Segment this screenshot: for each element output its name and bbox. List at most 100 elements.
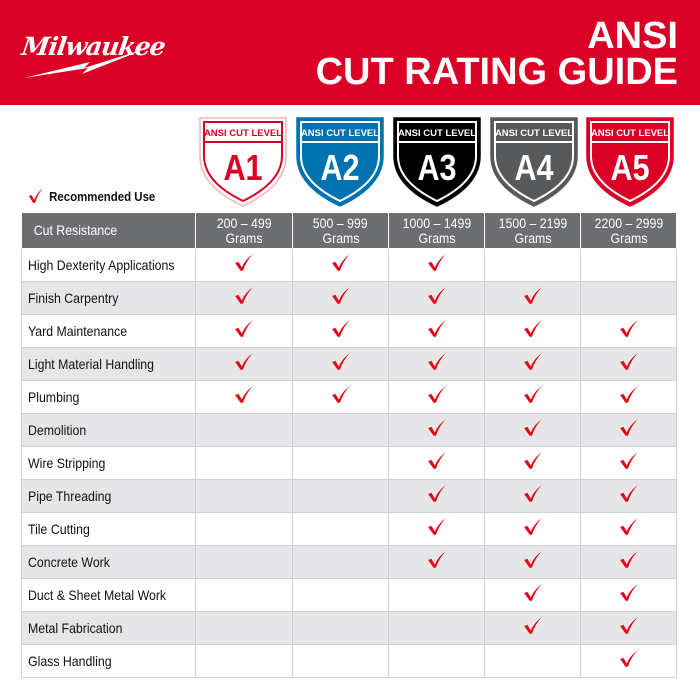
rating-cell xyxy=(484,413,581,447)
rating-cell xyxy=(580,281,677,315)
check-icon xyxy=(523,550,542,568)
check-icon xyxy=(427,418,446,436)
table-row: Plumbing xyxy=(21,380,677,414)
table-row: Wire Stripping xyxy=(21,446,677,480)
rating-cell xyxy=(388,248,485,282)
check-icon xyxy=(619,385,638,403)
check-icon xyxy=(235,385,253,403)
rating-cell xyxy=(195,446,293,480)
column-header-a5: 2200 – 2999 Grams xyxy=(580,212,677,249)
table-row: Pipe Threading xyxy=(21,479,677,513)
check-icon xyxy=(331,385,350,403)
shield-a2: ANSI CUT LEVEL A2 xyxy=(295,116,385,208)
rating-cell xyxy=(292,248,389,282)
check-icon xyxy=(427,550,446,568)
use-label: Yard Maintenance xyxy=(21,314,196,348)
check-icon xyxy=(235,319,253,337)
rating-cell xyxy=(580,578,677,612)
check-icon xyxy=(427,286,446,304)
rating-cell xyxy=(292,578,389,612)
rating-cell xyxy=(292,644,389,678)
use-label: Pipe Threading xyxy=(21,479,196,513)
use-label: Light Material Handling xyxy=(21,347,196,381)
table-row: Glass Handling xyxy=(21,644,677,678)
check-icon xyxy=(427,385,446,403)
check-icon xyxy=(523,385,542,403)
rating-cell xyxy=(484,611,581,645)
check-icon xyxy=(331,286,350,304)
column-header-a3: 1000 – 1499 Grams xyxy=(388,212,485,249)
rating-cell xyxy=(195,347,293,381)
use-label: Metal Fabrication xyxy=(21,611,196,645)
rating-cell xyxy=(580,347,677,381)
rating-cell xyxy=(484,380,581,414)
check-icon xyxy=(235,286,253,304)
rating-cell xyxy=(580,479,677,513)
rating-cell xyxy=(580,446,677,480)
use-label: Tile Cutting xyxy=(21,512,196,546)
rating-cell xyxy=(388,347,485,381)
shield-level: A3 xyxy=(417,149,456,189)
rating-cell xyxy=(195,413,293,447)
rating-cell xyxy=(580,248,677,282)
rating-cell xyxy=(195,281,293,315)
shield-a1: ANSI CUT LEVEL A1 xyxy=(198,116,288,208)
check-icon xyxy=(28,188,43,203)
table-row: Duct & Sheet Metal Work xyxy=(21,578,677,612)
check-icon xyxy=(619,319,638,337)
header-banner: Milwaukee ANSI CUT RATING GUIDE xyxy=(0,0,700,105)
check-icon xyxy=(427,517,446,535)
use-label: Concrete Work xyxy=(21,545,196,579)
column-header-a2: 500 – 999 Grams xyxy=(292,212,389,249)
rating-cell xyxy=(195,578,293,612)
shield-level: A1 xyxy=(223,149,262,189)
table-row: Concrete Work xyxy=(21,545,677,579)
use-label: Finish Carpentry xyxy=(21,281,196,315)
use-label: Glass Handling xyxy=(21,644,196,678)
rating-cell xyxy=(195,380,293,414)
check-icon xyxy=(619,484,638,502)
shield-a4: ANSI CUT LEVEL A4 xyxy=(489,116,579,208)
check-icon xyxy=(523,418,542,436)
legend: Recommended Use xyxy=(28,188,155,204)
rating-cell xyxy=(484,479,581,513)
rating-cell xyxy=(195,611,293,645)
check-icon xyxy=(523,352,542,370)
check-icon xyxy=(331,253,350,271)
rating-cell xyxy=(580,512,677,546)
check-icon xyxy=(619,517,638,535)
rating-cell xyxy=(195,512,293,546)
rating-cell xyxy=(388,479,485,513)
rating-cell xyxy=(484,314,581,348)
column-header-a1: 200 – 499 Grams xyxy=(195,212,293,249)
rating-cell xyxy=(388,578,485,612)
rating-cell xyxy=(580,314,677,348)
cut-rating-table: Cut Resistance 200 – 499 Grams 500 – 999 Gra… xyxy=(21,212,677,678)
check-icon xyxy=(427,484,446,502)
rating-cell xyxy=(484,446,581,480)
shield-level: A2 xyxy=(320,149,359,189)
rating-cell xyxy=(292,446,389,480)
use-label: Plumbing xyxy=(21,380,196,414)
use-label: High Dexterity Applications xyxy=(21,248,196,282)
shield-label: ANSI CUT LEVEL xyxy=(301,128,379,139)
check-icon xyxy=(523,319,542,337)
rating-cell xyxy=(484,545,581,579)
table-row: Demolition xyxy=(21,413,677,447)
rating-cell xyxy=(292,413,389,447)
rating-cell xyxy=(484,347,581,381)
table-row: High Dexterity Applications xyxy=(21,248,677,282)
use-label: Duct & Sheet Metal Work xyxy=(21,578,196,612)
check-icon xyxy=(331,319,350,337)
shield-label: ANSI CUT LEVEL xyxy=(591,128,669,139)
rating-cell xyxy=(484,281,581,315)
rating-cell xyxy=(195,314,293,348)
check-icon xyxy=(523,286,542,304)
rating-cell xyxy=(292,314,389,348)
shield-label: ANSI CUT LEVEL xyxy=(398,128,476,139)
rating-cell xyxy=(484,578,581,612)
check-icon xyxy=(331,352,350,370)
rating-cell xyxy=(580,413,677,447)
rating-cell xyxy=(484,248,581,282)
page-title: ANSI CUT RATING GUIDE xyxy=(315,15,678,93)
